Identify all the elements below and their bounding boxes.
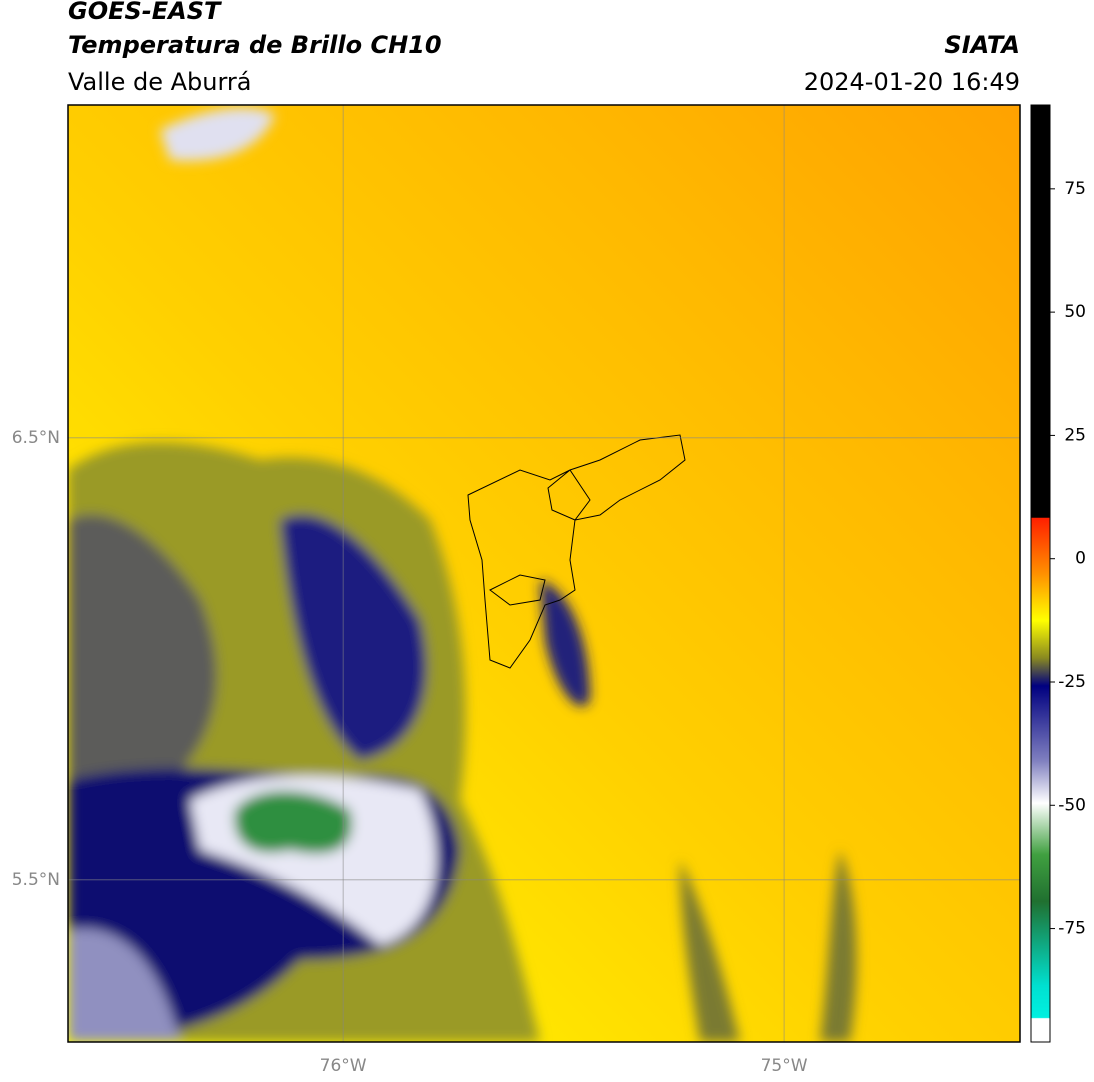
source: SIATA (944, 31, 1020, 59)
map-frame (67, 104, 1021, 1043)
lat-tick-label: 6.5°N (12, 428, 60, 448)
region: Valle de Aburrá (68, 68, 252, 96)
colorbar-tick-label: 75 (1064, 179, 1086, 199)
title: GOES-EAST (68, 0, 222, 25)
subtitle: Temperatura de Brillo CH10 (68, 31, 442, 59)
colorbar (1030, 104, 1051, 1043)
colorbar-tick-label: -50 (1058, 795, 1086, 815)
colorbar-tick-label: 25 (1064, 425, 1086, 445)
colorbar-tick-label: 0 (1075, 549, 1086, 569)
colorbar-tick-label: 50 (1064, 302, 1086, 322)
lon-tick-label: 75°W (761, 1056, 808, 1076)
timestamp: 2024-01-20 16:49 (804, 68, 1020, 96)
lon-tick-label: 76°W (320, 1056, 367, 1076)
colorbar-tick-label: -75 (1058, 919, 1086, 939)
satellite-image (68, 105, 1020, 1042)
colorbar-tick-label: -25 (1058, 672, 1086, 692)
lat-tick-label: 5.5°N (12, 870, 60, 890)
